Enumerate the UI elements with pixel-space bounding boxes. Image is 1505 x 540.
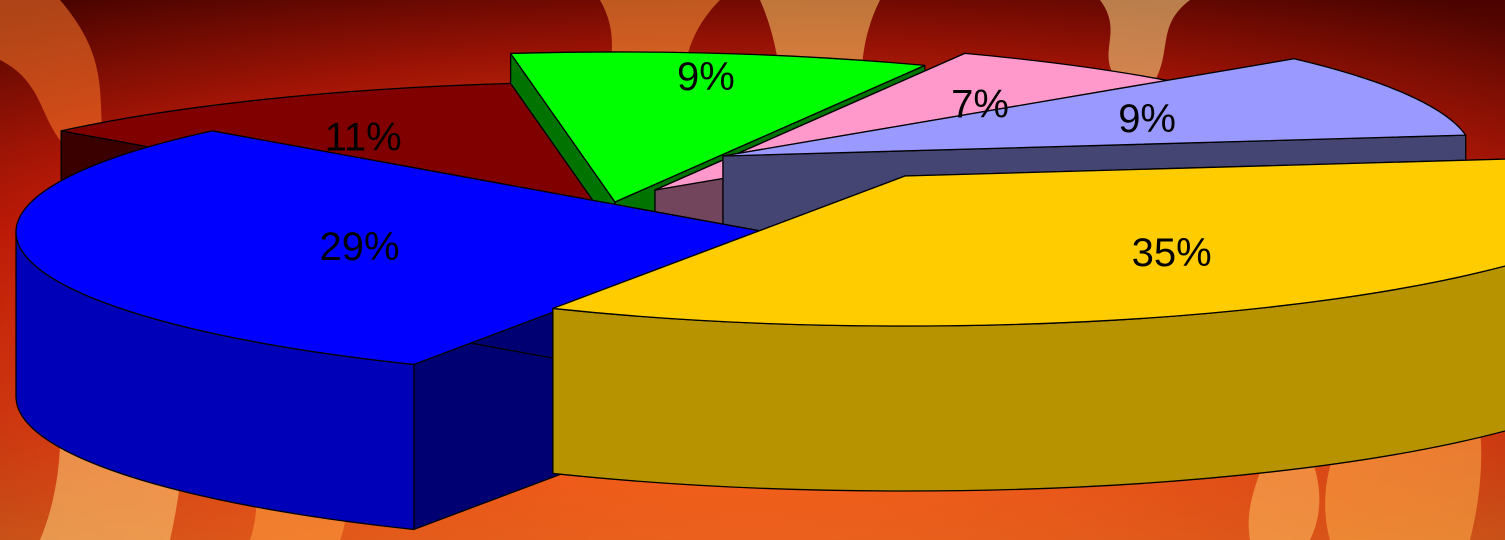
pie-slice-top-face	[722, 58, 1467, 157]
pie-slice-top-face	[15, 130, 767, 366]
pie-data-label: 7%	[951, 83, 1009, 127]
pie-data-label: 35%	[1132, 231, 1212, 275]
pie-data-label: 29%	[319, 225, 399, 269]
pie-data-label: 9%	[1118, 97, 1176, 141]
pie-slice-top-face	[552, 158, 1505, 327]
pie-slice-top-face	[509, 51, 926, 203]
pie-data-label: 9%	[677, 55, 735, 99]
pie-slice	[552, 158, 1505, 492]
pie-slices	[15, 51, 1505, 531]
pie-data-labels: 9% 7% 11% 9% 29% 35%	[319, 55, 1211, 275]
pie-data-label: 11%	[325, 116, 402, 160]
